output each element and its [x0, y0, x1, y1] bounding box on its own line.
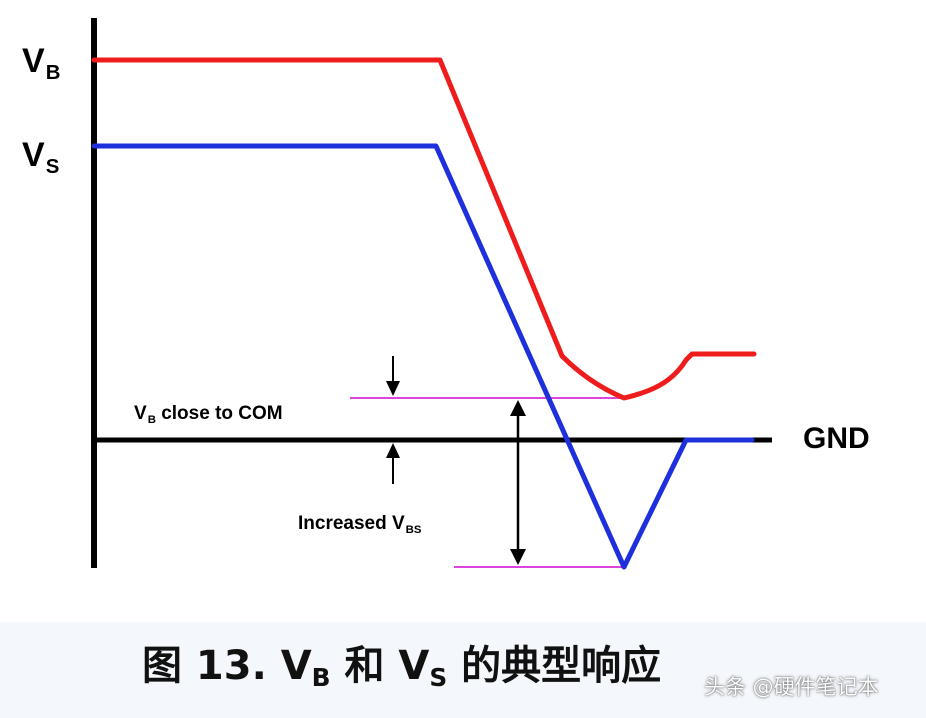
- vs-trace: [91, 143, 755, 570]
- waveform-diagram: [91, 18, 772, 570]
- vb-trace: [91, 57, 757, 401]
- vb-close-to-com-label: VB close to COM: [134, 403, 283, 426]
- diagram-panel: VB VS GND VB close to COM Increased VBS: [0, 0, 926, 622]
- increased-vbs-label: Increased VBS: [298, 513, 422, 536]
- figure-caption: 图 13. VB 和 VS 的典型响应: [142, 643, 662, 693]
- increased-vbs-double-arrow: [510, 400, 526, 565]
- gnd-label: GND: [803, 422, 870, 455]
- watermark: 头条 @硬件笔记本: [704, 675, 879, 699]
- vb-level-label: VB: [22, 42, 61, 85]
- vb-close-down-arrow: [386, 356, 400, 396]
- vb-close-up-arrow: [386, 443, 400, 484]
- vs-level-label: VS: [22, 136, 60, 179]
